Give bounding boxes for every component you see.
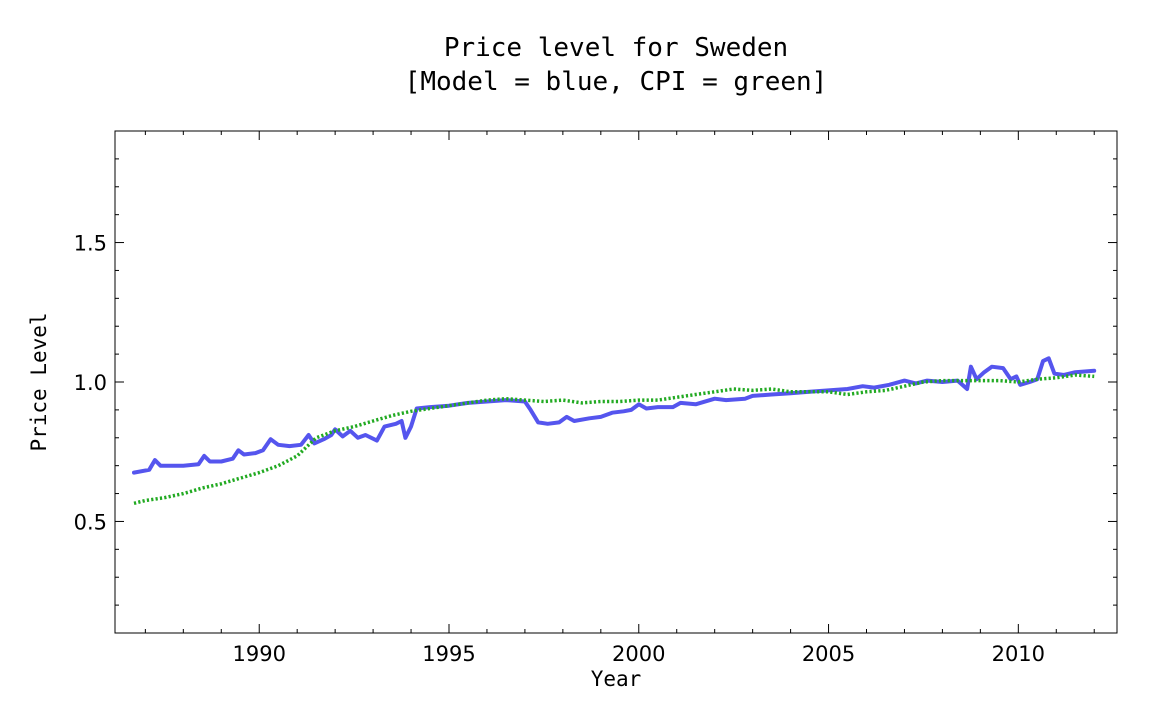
- cpi-series-line: [133, 373, 1095, 505]
- y-axis-ticks: 0.5 1.0 1.5: [74, 130, 1117, 634]
- y-axis-label: Price Level: [27, 312, 51, 451]
- x-axis-ticks: 1990 1995 2000 2005 2010: [144, 131, 1095, 666]
- x-tick-label: 2010: [992, 642, 1045, 666]
- series-layer: [132, 356, 1097, 505]
- chart-title: Price level for Sweden: [444, 33, 788, 63]
- x-tick-label: 2000: [612, 642, 665, 666]
- x-tick-label: 1995: [422, 642, 475, 666]
- x-tick-label: 1990: [233, 642, 286, 666]
- x-tick-label: 2005: [802, 642, 855, 666]
- chart-subtitle: [Model = blue, CPI = green]: [405, 67, 828, 97]
- y-tick-label: 1.0: [74, 371, 107, 395]
- y-tick-label: 1.5: [74, 232, 107, 256]
- y-tick-label: 0.5: [74, 510, 107, 534]
- model-series-line: [132, 356, 1097, 475]
- x-axis-label: Year: [591, 667, 642, 691]
